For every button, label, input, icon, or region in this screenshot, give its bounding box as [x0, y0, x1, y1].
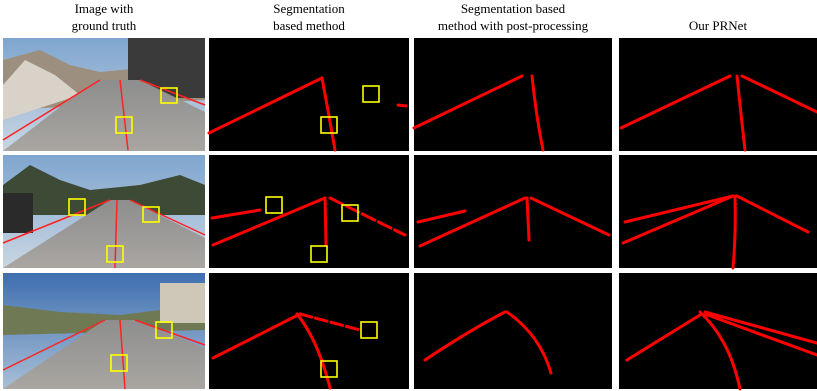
column-header: method with post-processing: [438, 18, 589, 33]
column-header: Our PRNet: [689, 18, 748, 33]
column-header: ground truth: [72, 18, 137, 33]
post-result: [414, 38, 612, 151]
prnet-result: [619, 38, 817, 151]
column-header: based method: [273, 18, 345, 33]
column-header: Image with: [75, 1, 134, 16]
column-header: Segmentation based: [461, 1, 566, 16]
seg-result: [209, 155, 409, 268]
row-2: [3, 155, 817, 268]
column-header: Segmentation: [273, 1, 345, 16]
seg-result: [209, 38, 409, 151]
prnet-result: [619, 155, 817, 268]
photo: [3, 155, 205, 268]
post-result: [414, 155, 612, 268]
photo: [3, 273, 205, 389]
row-1: [3, 38, 817, 151]
prnet-result: [619, 273, 817, 389]
seg-result: [209, 273, 409, 389]
post-result: [414, 273, 612, 389]
figure: Image with ground truth Segmentation based …: [0, 0, 817, 391]
column-headers: Image with ground truth Segmentation based …: [72, 1, 748, 33]
photo: [3, 38, 205, 151]
row-3: [3, 273, 817, 389]
